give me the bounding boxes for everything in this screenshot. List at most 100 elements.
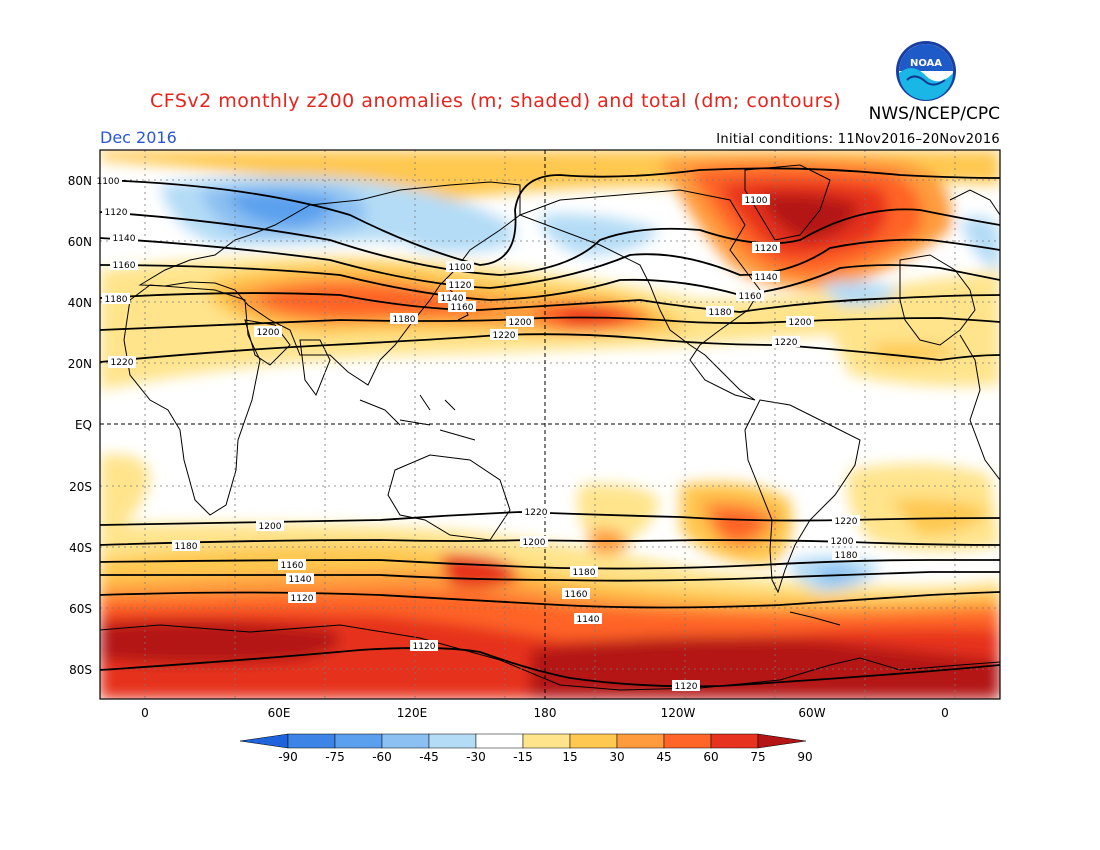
sh-contour-label: 1220	[835, 517, 858, 527]
latitude-labels: 80N 60N 40N 20N EQ 20S 40S 60S 80S	[68, 174, 92, 677]
sh-contour-label: 1180	[835, 551, 858, 561]
colorbar-swatch	[381, 733, 430, 749]
contour-label-bg	[102, 206, 130, 217]
lon-label: 0	[141, 706, 149, 720]
contour-label-bg	[446, 279, 474, 290]
colorbar-swatch	[522, 733, 571, 749]
contour-label-bg	[288, 592, 316, 603]
nh-contour-label: 1100	[97, 177, 120, 187]
contour-label-bg	[448, 301, 476, 312]
contour-label-bg	[172, 540, 200, 551]
colorbar-tick-label: 30	[609, 750, 624, 764]
colorbar: -90 -75 -60 -45 -30 -15 15 30 45 60 75 90	[239, 733, 813, 764]
initial-conditions: Initial conditions: 11Nov2016–20Nov2016	[716, 132, 1000, 147]
contour-label-bg	[108, 357, 136, 368]
nh-contour-label: 1180	[105, 295, 128, 305]
colorbar-swatch	[287, 733, 336, 749]
colorbar-arrow-low	[239, 733, 289, 749]
contour-label-bg	[254, 326, 282, 337]
lon-label: 120E	[397, 706, 428, 720]
sh-contour-label: 1140	[577, 615, 600, 625]
contour-label-bg	[570, 566, 598, 577]
contour-label-bg	[772, 336, 800, 347]
colorbar-arrow-high	[757, 733, 807, 749]
contour-label-bg	[828, 535, 856, 546]
equator-dateline	[100, 150, 1000, 699]
lat-label: 80S	[69, 663, 92, 677]
contour-label-bg	[522, 506, 550, 517]
sh-contour-label: 1180	[175, 542, 198, 552]
contour-label-bg	[736, 290, 764, 301]
colorbar-tick-label: 60	[703, 750, 718, 764]
contour-label-bg	[490, 329, 518, 340]
sh-contour-label: 1160	[565, 590, 588, 600]
colorbar-swatch	[475, 733, 524, 749]
colorbar-tick-label: 90	[797, 750, 812, 764]
lon-label: 60E	[268, 706, 291, 720]
lat-label: 40N	[68, 296, 92, 310]
sh-contour-label: 1220	[525, 508, 548, 518]
sh-contour-label: 1200	[831, 537, 854, 547]
anomaly-shading	[100, 150, 1000, 699]
contour-label-bg	[786, 316, 814, 327]
nh-contour-label: 1220	[111, 359, 134, 369]
contour-label-bg	[102, 293, 130, 304]
contour-label-bg	[752, 242, 780, 253]
lat-label: 20S	[69, 480, 92, 494]
lat-label: 60S	[69, 602, 92, 616]
lat-label: 40S	[69, 541, 92, 555]
nh-contour-label: 1120	[105, 208, 128, 218]
nh-contour-label: 1160	[451, 303, 474, 313]
logo-text: NOAA	[910, 58, 942, 69]
colorbar-tick-label: 15	[562, 750, 577, 764]
sh-contour-label: 1120	[291, 594, 314, 604]
contour-label-bg	[562, 588, 590, 599]
noaa-logo-icon: NOAA	[896, 41, 956, 101]
nh-contour-label: 1120	[755, 244, 778, 254]
contour-label-bg	[506, 316, 534, 327]
agency-label: NWS/NCEP/CPC	[868, 104, 1000, 124]
colorbar-swatch	[710, 733, 759, 749]
colorbar-tick-label: -30	[466, 750, 486, 764]
nh-contour-label: 1200	[257, 328, 280, 338]
contour-label-bg	[672, 680, 700, 691]
lon-label: 120W	[661, 706, 696, 720]
contour-label-bg	[752, 271, 780, 282]
continent-outlines	[100, 164, 1000, 691]
contour-label-bg	[256, 520, 284, 531]
contour-label-bg	[410, 640, 438, 651]
lon-label: 180	[534, 706, 557, 720]
sh-contour-label: 1200	[523, 538, 546, 548]
nh-contour-label: 1220	[493, 331, 516, 341]
longitude-labels: 0 60E 120E 180 120W 60W 0	[141, 706, 949, 720]
colorbar-tick-label: -15	[513, 750, 533, 764]
contour-label-bg	[286, 573, 314, 584]
nh-contour-label: 1120	[449, 281, 472, 291]
colorbar-tick-label: -75	[325, 750, 345, 764]
lat-label: EQ	[75, 418, 92, 432]
nh-contour-label: 1180	[393, 315, 416, 325]
contour-label-bg	[108, 356, 136, 367]
contour-label-bg	[706, 306, 734, 317]
nh-contour-label: 1160	[739, 292, 762, 302]
contour-label-bg	[94, 175, 122, 186]
sh-contour-label: 1140	[289, 575, 312, 585]
contour-label-bg	[110, 232, 138, 243]
lat-label: 20N	[68, 357, 92, 371]
nh-contour-label: 1140	[113, 234, 136, 244]
sh-contour-label: 1120	[675, 682, 698, 692]
sh-contour-label: 1160	[281, 561, 304, 571]
nh-contour-label: 1100	[745, 196, 768, 206]
colorbar-swatch	[616, 733, 665, 749]
sh-contour-label: 1180	[573, 568, 596, 578]
nh-contour-label: 1160	[113, 261, 136, 271]
sh-contour-label: 1200	[259, 522, 282, 532]
sh-contour-label: 1120	[413, 642, 436, 652]
sh-contour-label: 1220	[111, 358, 134, 368]
lat-label: 80N	[68, 174, 92, 188]
forecast-month: Dec 2016	[100, 128, 177, 147]
colorbar-swatch	[334, 733, 383, 749]
contour-label-bg	[832, 515, 860, 526]
contour-label-bg	[278, 559, 306, 570]
contour-label-bg	[520, 536, 548, 547]
